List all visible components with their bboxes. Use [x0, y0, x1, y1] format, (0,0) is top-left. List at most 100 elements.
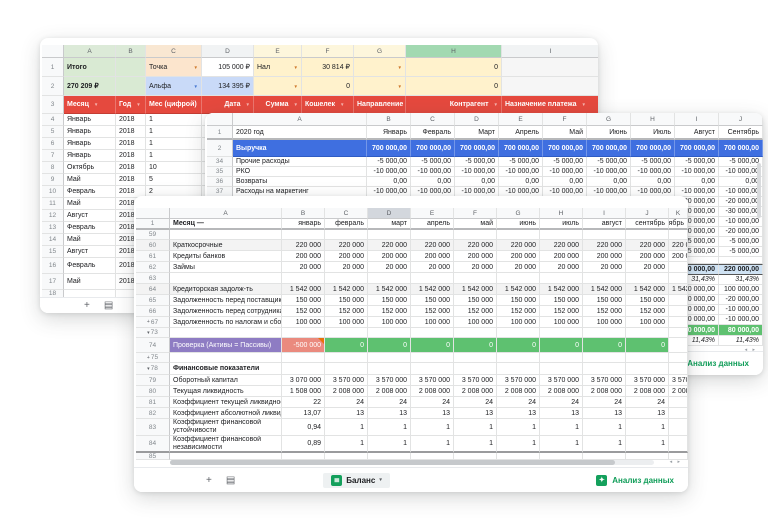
- filter-dropdown-cell[interactable]: Альфа: [146, 77, 202, 96]
- column-header[interactable]: D: [455, 113, 499, 126]
- column-header[interactable]: D: [202, 45, 254, 58]
- column-header[interactable]: D: [368, 208, 411, 219]
- row-header[interactable]: 61: [136, 251, 170, 262]
- column-header[interactable]: H: [631, 113, 675, 126]
- column-header[interactable]: E: [254, 45, 302, 58]
- row-header[interactable]: 74: [136, 338, 170, 353]
- filter-dropdown-cell[interactable]: [354, 77, 406, 96]
- row-header[interactable]: 34: [207, 157, 233, 167]
- row-header[interactable]: 1: [42, 58, 64, 77]
- row-header[interactable]: 2: [207, 140, 233, 157]
- filter-dropdown-cell[interactable]: Кошелек: [302, 96, 354, 114]
- column-header[interactable]: A: [64, 45, 116, 58]
- row-header[interactable]: 63: [136, 273, 170, 284]
- row-header[interactable]: 3: [42, 96, 64, 114]
- row-header[interactable]: 11: [42, 198, 64, 210]
- column-header[interactable]: H: [406, 45, 502, 58]
- front-explore-button[interactable]: ✦ Анализ данных: [596, 474, 674, 486]
- row-header[interactable]: 64: [136, 284, 170, 295]
- middle-vertical-scrollbar[interactable]: [757, 163, 761, 218]
- corner-cell[interactable]: [136, 208, 170, 219]
- row-header[interactable]: 81: [136, 397, 170, 408]
- row-header[interactable]: 6: [42, 138, 64, 150]
- row-header[interactable]: 17: [42, 274, 64, 290]
- column-header[interactable]: G: [497, 208, 540, 219]
- column-header[interactable]: I: [583, 208, 626, 219]
- add-sheet-icon[interactable]: +: [84, 300, 90, 311]
- column-header[interactable]: C: [411, 113, 455, 126]
- filter-dropdown-cell[interactable]: Год: [116, 96, 146, 114]
- row-header[interactable]: 59: [136, 230, 170, 240]
- all-sheets-icon[interactable]: ▤: [225, 474, 236, 486]
- corner-cell[interactable]: [42, 45, 64, 58]
- column-header[interactable]: F: [454, 208, 497, 219]
- column-header[interactable]: I: [502, 45, 598, 58]
- row-header[interactable]: 83: [136, 419, 170, 436]
- column-header[interactable]: H: [540, 208, 583, 219]
- row-header[interactable]: 62: [136, 262, 170, 273]
- add-sheet-icon[interactable]: +: [206, 474, 212, 486]
- row-header[interactable]: 78: [136, 363, 170, 375]
- middle-scroll-arrows[interactable]: ◂ ▸: [744, 347, 757, 353]
- filter-dropdown-cell[interactable]: Контрагент: [406, 96, 502, 114]
- filter-dropdown-cell[interactable]: Направление: [354, 96, 406, 114]
- row-header[interactable]: 16: [42, 258, 64, 274]
- column-header[interactable]: C: [146, 45, 202, 58]
- row-header[interactable]: 65: [136, 295, 170, 306]
- row-header[interactable]: 35: [207, 167, 233, 177]
- filter-dropdown-cell[interactable]: Назначение платежа: [502, 96, 598, 114]
- filter-dropdown-cell[interactable]: Дата: [202, 96, 254, 114]
- filter-dropdown-cell[interactable]: [354, 58, 406, 77]
- column-header[interactable]: F: [302, 45, 354, 58]
- column-header[interactable]: G: [354, 45, 406, 58]
- column-header[interactable]: K: [669, 208, 688, 219]
- row-header[interactable]: 73: [136, 328, 170, 338]
- row-header[interactable]: 4: [42, 114, 64, 126]
- filter-dropdown-cell[interactable]: Нал: [254, 58, 302, 77]
- tab-balans[interactable]: ≣ Баланс ▾: [323, 472, 390, 488]
- row-header[interactable]: 1: [136, 219, 170, 230]
- column-header[interactable]: I: [675, 113, 719, 126]
- tab-menu-arrow-icon[interactable]: ▾: [379, 477, 382, 483]
- row-header[interactable]: 2: [42, 77, 64, 96]
- row-header[interactable]: 8: [42, 162, 64, 174]
- row-header[interactable]: 75: [136, 353, 170, 363]
- row-header[interactable]: 84: [136, 436, 170, 453]
- row-header[interactable]: 80: [136, 386, 170, 397]
- row-header[interactable]: 82: [136, 408, 170, 419]
- filter-dropdown-cell[interactable]: Точка: [146, 58, 202, 77]
- column-header[interactable]: E: [411, 208, 454, 219]
- row-header[interactable]: 12: [42, 210, 64, 222]
- column-header[interactable]: J: [626, 208, 669, 219]
- row-header[interactable]: 36: [207, 177, 233, 187]
- row-header[interactable]: 14: [42, 234, 64, 246]
- row-header[interactable]: 15: [42, 246, 64, 258]
- column-header[interactable]: E: [499, 113, 543, 126]
- row-header[interactable]: 10: [42, 186, 64, 198]
- column-header[interactable]: C: [325, 208, 368, 219]
- row-header[interactable]: 1: [207, 126, 233, 140]
- corner-cell[interactable]: [207, 113, 233, 126]
- front-scroll-arrows[interactable]: ◂ ▸: [669, 459, 682, 465]
- front-horizontal-scrollbar[interactable]: [170, 460, 654, 465]
- row-header[interactable]: 5: [42, 126, 64, 138]
- column-header[interactable]: F: [543, 113, 587, 126]
- row-header[interactable]: 79: [136, 375, 170, 386]
- filter-dropdown-cell[interactable]: Сумма: [254, 96, 302, 114]
- row-header[interactable]: 9: [42, 174, 64, 186]
- column-header[interactable]: A: [233, 113, 367, 126]
- filter-dropdown-cell[interactable]: Мес (цифрой): [146, 96, 202, 114]
- all-sheets-icon[interactable]: ▤: [103, 300, 114, 311]
- row-header[interactable]: 85: [136, 453, 170, 460]
- filter-dropdown-cell[interactable]: Месяц: [64, 96, 116, 114]
- row-header[interactable]: 66: [136, 306, 170, 317]
- row-header[interactable]: 13: [42, 222, 64, 234]
- column-header[interactable]: B: [282, 208, 325, 219]
- column-header[interactable]: B: [367, 113, 411, 126]
- filter-dropdown-cell[interactable]: [254, 77, 302, 96]
- row-header[interactable]: 60: [136, 240, 170, 251]
- column-header[interactable]: B: [116, 45, 146, 58]
- column-header[interactable]: G: [587, 113, 631, 126]
- row-header[interactable]: 7: [42, 150, 64, 162]
- column-header[interactable]: A: [170, 208, 282, 219]
